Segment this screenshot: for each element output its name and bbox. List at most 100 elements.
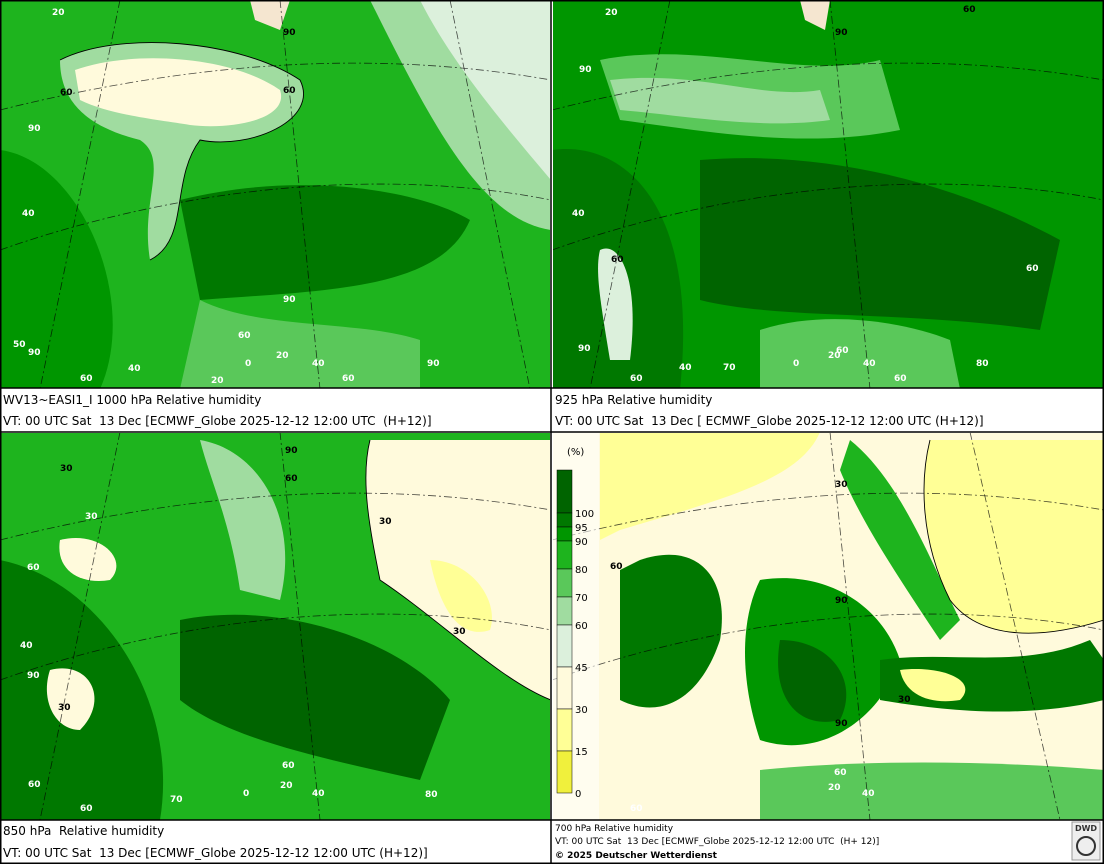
contour-label: 30 xyxy=(835,480,848,490)
panel-subtitle: VT: 00 UTC Sat 13 Dec [ECMWF_Globe 2025-… xyxy=(3,846,428,860)
contour-label: 60 xyxy=(834,768,847,778)
panel-title: 700 hPa Relative humidity xyxy=(555,824,674,834)
contour-label: 40 xyxy=(128,364,141,374)
legend-band xyxy=(556,596,573,626)
contour-label: 60 xyxy=(285,474,298,484)
contour-label: 60 xyxy=(80,374,93,384)
contour-label: 20 xyxy=(280,781,293,791)
legend-band xyxy=(556,512,573,528)
legend-label: 60 xyxy=(575,621,588,632)
map-925hpa: 20 90 60 90 40 60 60 90 60 40 70 0 20 60… xyxy=(553,1,1103,388)
contour-label: 20 xyxy=(605,8,618,18)
legend-label: 45 xyxy=(575,663,588,674)
contour-label: 60 xyxy=(342,374,355,384)
contour-label: 30 xyxy=(58,703,71,713)
contour-label: 60 xyxy=(611,255,624,265)
legend-unit: (%) xyxy=(567,447,584,458)
contour-label: 60 xyxy=(836,346,849,356)
contour-label: 30 xyxy=(453,627,466,637)
contour-label: 0 xyxy=(243,789,249,799)
legend-label: 95 xyxy=(575,523,588,534)
contour-label: 60 xyxy=(630,804,643,814)
contour-label: 20 xyxy=(828,783,841,793)
legend-band xyxy=(556,750,573,794)
contour-label: 90 xyxy=(835,28,848,38)
legend-label: 0 xyxy=(575,789,581,800)
contour-label: 60 xyxy=(1026,264,1039,274)
contour-label: 90 xyxy=(835,719,848,729)
contour-label: 20 xyxy=(211,376,224,386)
captions: WV13~EASI1_I 1000 hPa Relative humidity … xyxy=(3,393,1101,861)
logo: DWD xyxy=(1075,824,1097,833)
panel-title: 850 hPa Relative humidity xyxy=(3,824,164,838)
contour-label: 50 xyxy=(13,340,26,350)
contour-label: 30 xyxy=(898,695,911,705)
contour-label: 40 xyxy=(20,641,33,651)
contour-label: 90 xyxy=(283,295,296,305)
panel-title: WV13~EASI1_I 1000 hPa Relative humidity xyxy=(3,393,261,407)
contour-label: 40 xyxy=(862,789,875,799)
map-700hpa: 30 60 90 30 90 60 20 40 60 xyxy=(553,433,1103,820)
contour-label: 90 xyxy=(28,124,41,134)
contour-label: 30 xyxy=(60,464,73,474)
contour-label: 60 xyxy=(610,562,623,572)
contour-label: 90 xyxy=(28,348,41,358)
contour-label: 90 xyxy=(835,596,848,606)
panel-subtitle: VT: 00 UTC Sat 13 Dec [ ECMWF_Globe 2025… xyxy=(555,414,984,428)
legend-band xyxy=(556,666,573,710)
contour-label: 90 xyxy=(283,28,296,38)
contour-label: 90 xyxy=(427,359,440,369)
contour-label: 60 xyxy=(630,374,643,384)
panel-subtitle: VT: 00 UTC Sat 13 Dec [ECMWF_Globe 2025-… xyxy=(555,837,879,847)
legend-label: 100 xyxy=(575,509,594,520)
contour-label: 90 xyxy=(27,671,40,681)
legend-label: 80 xyxy=(575,565,588,576)
contour-label: 40 xyxy=(22,209,35,219)
contour-label: 40 xyxy=(312,789,325,799)
contour-label: 20 xyxy=(276,351,289,361)
contour-label: 60 xyxy=(28,780,41,790)
copyright: © 2025 Deutscher Wetterdienst xyxy=(555,851,718,861)
logo-box xyxy=(1071,821,1101,861)
contour-label: 60 xyxy=(27,563,40,573)
legend-band xyxy=(556,624,573,668)
contour-label: 40 xyxy=(863,359,876,369)
contour-label: 60 xyxy=(963,5,976,15)
map-1000hpa: 20 90 60 60 90 40 90 60 50 90 0 20 40 60… xyxy=(1,1,550,388)
contour-label: 80 xyxy=(976,359,989,369)
contour-label: 90 xyxy=(285,446,298,456)
legend-band xyxy=(556,540,573,570)
contour-label: 60 xyxy=(60,88,73,98)
legend-band xyxy=(556,469,573,514)
contour-label: 60 xyxy=(283,86,296,96)
contour-label: 70 xyxy=(170,795,183,805)
contour-label: 40 xyxy=(572,209,585,219)
contour-label: 30 xyxy=(85,512,98,522)
legend-label: 15 xyxy=(575,747,588,758)
legend-band xyxy=(556,568,573,598)
map-850hpa: 90 30 60 30 30 60 30 40 90 30 60 70 0 20… xyxy=(1,433,550,820)
contour-label: 20 xyxy=(52,8,65,18)
contour-label: 90 xyxy=(578,344,591,354)
contour-label: 20 xyxy=(828,351,841,361)
contour-label: 30 xyxy=(379,517,392,527)
contour-label: 60 xyxy=(80,804,93,814)
contour-label: 0 xyxy=(793,359,799,369)
panel-title: 925 hPa Relative humidity xyxy=(555,393,712,407)
legend-label: 30 xyxy=(575,705,588,716)
logo-icon xyxy=(1076,836,1096,856)
legend-band xyxy=(556,526,573,542)
contour-label: 90 xyxy=(579,65,592,75)
contour-label: 80 xyxy=(425,790,438,800)
legend: 100 95 90 80 70 60 45 30 15 0 xyxy=(556,469,594,800)
contour-label: 60 xyxy=(282,761,295,771)
contour-label: 60 xyxy=(238,331,251,341)
contour-label: 60 xyxy=(894,374,907,384)
contour-label: 40 xyxy=(312,359,325,369)
legend-label: 90 xyxy=(575,537,588,548)
panel-subtitle: VT: 00 UTC Sat 13 Dec [ECMWF_Globe 2025-… xyxy=(3,414,432,428)
contour-label: 0 xyxy=(245,359,251,369)
legend-label: 70 xyxy=(575,593,588,604)
